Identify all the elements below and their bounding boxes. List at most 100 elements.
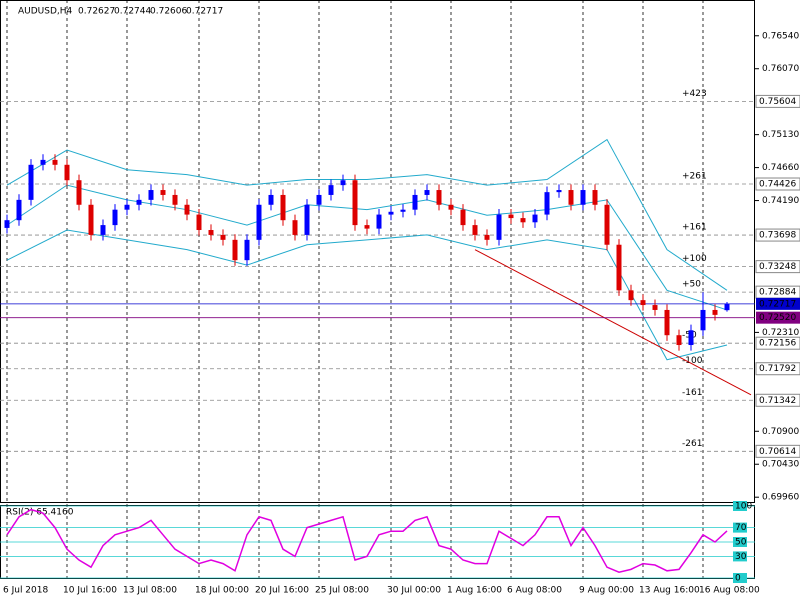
level-box — [755, 94, 800, 108]
candle-body — [196, 214, 202, 231]
x-tick-label: 6 Jul 2018 — [3, 586, 48, 596]
candle-body — [460, 209, 466, 226]
candle-body — [604, 204, 610, 245]
candle-body — [424, 190, 430, 195]
candle-body — [496, 214, 502, 240]
level-fib: +423 — [682, 89, 707, 99]
candle-body — [304, 204, 310, 235]
candle-body — [100, 225, 106, 235]
x-tick-label: 13 Aug 16:00 — [639, 586, 700, 596]
candle-body — [388, 211, 394, 215]
candle-body — [508, 214, 514, 219]
rsi-tick-label: 30 — [735, 552, 747, 562]
x-tick-label: 10 Jul 16:00 — [63, 586, 117, 596]
price-line-box — [756, 311, 800, 324]
rsi-tick-box — [733, 573, 747, 583]
level-label: 0.72884 — [759, 288, 796, 298]
level-fib: -100 — [682, 356, 703, 366]
candle-body — [52, 159, 58, 165]
level-fib: +50 — [682, 280, 701, 290]
x-tick-label: 1 Aug 16:00 — [447, 586, 502, 596]
candle-body — [160, 190, 166, 195]
level-fib: +100 — [682, 254, 707, 264]
y-tick-label: 0.75130 — [762, 130, 799, 140]
x-tick-label: 18 Jul 00:00 — [195, 586, 249, 596]
y-tick-label: 0.70900 — [762, 427, 799, 437]
x-tick-label: 6 Aug 08:00 — [507, 586, 562, 596]
main-panel — [0, 0, 755, 503]
candle-body — [256, 204, 262, 240]
x-tick-label: 9 Aug 00:00 — [579, 586, 634, 596]
rsi-tick-label: 100 — [735, 502, 752, 512]
level-fib: -261 — [682, 439, 702, 449]
candle-body — [64, 164, 70, 181]
candle-body — [520, 218, 526, 223]
rsi-tick-box — [733, 522, 747, 533]
candle-body — [208, 230, 214, 235]
candle-body — [280, 194, 286, 221]
candle-body — [568, 190, 574, 205]
y-tick-label: 0.70430 — [762, 460, 799, 470]
x-tick-label: 16 Aug 08:00 — [699, 586, 760, 596]
candle-body — [376, 214, 382, 229]
candle-body — [316, 194, 322, 205]
candle-body — [472, 225, 478, 235]
candle-body — [364, 225, 370, 229]
bollinger-upper — [6, 138, 728, 291]
candle-body — [676, 335, 682, 346]
level-label: 0.70614 — [759, 447, 796, 457]
candle-body — [712, 309, 718, 315]
level-fib: +161 — [682, 223, 707, 233]
level-box — [755, 393, 800, 407]
header-low: 0.72606 — [150, 7, 187, 17]
level-box — [755, 177, 800, 191]
candle-body — [4, 220, 10, 228]
header: AUDUSD,H4 0.72627 0.72744 0.72606 0.7271… — [18, 7, 223, 17]
candle-body — [616, 244, 622, 291]
bid-line-box — [756, 297, 800, 310]
rsi-line — [6, 508, 728, 574]
candle-body — [328, 185, 334, 195]
level-box — [755, 260, 800, 274]
candle-body — [76, 180, 82, 205]
candle-body — [484, 234, 490, 240]
x-tick-label: 13 Jul 08:00 — [123, 586, 177, 596]
candle-body — [184, 204, 190, 215]
candle-body — [172, 194, 178, 205]
level-label: 0.71792 — [759, 364, 796, 374]
candle-body — [700, 309, 706, 331]
candle-body — [544, 192, 550, 215]
candle-body — [556, 190, 562, 193]
rsi-tick-box — [733, 551, 747, 562]
rsi-tick-box — [733, 537, 747, 547]
level-label: 0.74426 — [759, 180, 796, 190]
candle-body — [724, 303, 730, 311]
candle-body — [664, 309, 670, 336]
x-tick-label: 25 Jul 08:00 — [315, 586, 369, 596]
bid-line-label: 0.72717 — [759, 299, 796, 309]
level-label: 0.73248 — [759, 262, 796, 272]
level-box — [755, 362, 800, 376]
level-fib: +261 — [682, 172, 707, 182]
level-box — [755, 336, 800, 350]
candle-body — [640, 300, 646, 306]
y-tick-label: 0.76070 — [762, 64, 799, 74]
candle-body — [352, 180, 358, 226]
trendline — [474, 249, 752, 396]
candle-body — [400, 209, 406, 212]
candle-body — [244, 239, 250, 261]
candle-body — [136, 199, 142, 205]
candle-body — [16, 199, 22, 221]
y-tick-label: 0.76540 — [762, 31, 799, 41]
candle-body — [268, 194, 274, 205]
rsi-tick-label: 0 — [735, 574, 741, 584]
level-box — [755, 228, 800, 242]
y-tick-label: 0.74660 — [762, 163, 799, 173]
candle-body — [220, 234, 226, 240]
header-open: 0.72627 — [78, 7, 115, 17]
level-fib: -161 — [682, 388, 702, 398]
level-label: 0.73698 — [759, 231, 796, 241]
candle-body — [112, 209, 118, 226]
